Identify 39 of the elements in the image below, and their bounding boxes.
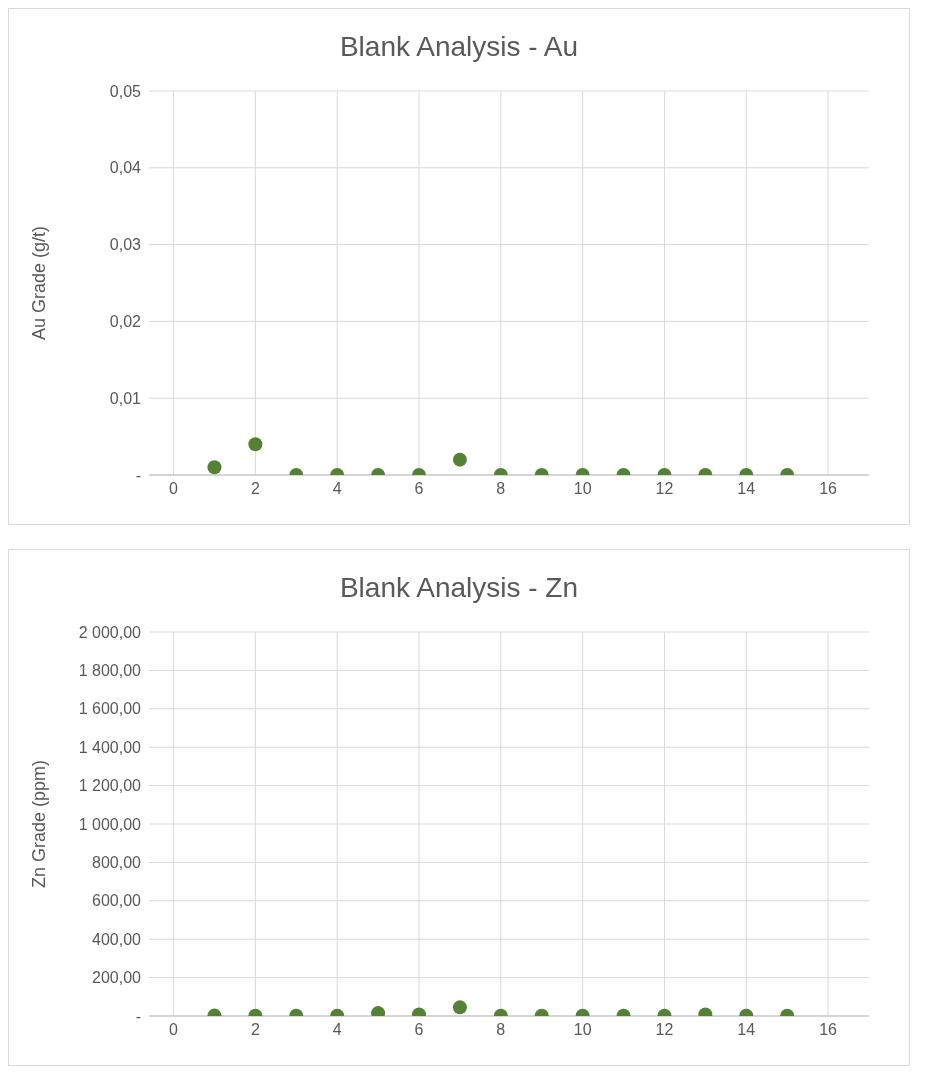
x-tick-label: 8 — [496, 1021, 506, 1039]
x-tick-label: 16 — [819, 480, 838, 498]
y-tick-label: 1 200,00 — [78, 777, 142, 795]
x-tick-label: 0 — [169, 480, 179, 498]
x-tick-label: 14 — [737, 1021, 756, 1039]
y-tick-label: 800,00 — [92, 854, 142, 872]
y-tick-label: 0,01 — [109, 389, 142, 407]
x-tick-label: 14 — [737, 480, 756, 498]
x-tick-label: 12 — [655, 480, 674, 498]
y-tick-label: 400,00 — [92, 930, 142, 948]
y-tick-label: 0,04 — [109, 159, 142, 177]
y-tick-label: 0,03 — [109, 236, 142, 254]
x-tick-label: 0 — [169, 1021, 179, 1039]
y-tick-label: 1 600,00 — [78, 700, 142, 718]
x-tick-label: 6 — [414, 1021, 424, 1039]
x-tick-label: 2 — [250, 1021, 260, 1039]
y-axis-title: Zn Grade (ppm) — [29, 759, 50, 889]
x-tick-label: 4 — [332, 1021, 342, 1039]
y-tick-label: - — [135, 466, 141, 484]
x-tick-label: 12 — [655, 1021, 674, 1039]
x-tick-label: 6 — [414, 480, 424, 498]
y-tick-label: 0,05 — [109, 82, 142, 100]
y-tick-label: 1 400,00 — [78, 738, 142, 756]
y-tick-label: - — [135, 1007, 141, 1025]
y-tick-label: 1 800,00 — [78, 662, 142, 680]
x-tick-label: 2 — [250, 480, 260, 498]
y-tick-label: 600,00 — [92, 892, 142, 910]
y-tick-label: 1 000,00 — [78, 815, 142, 833]
x-tick-label: 16 — [819, 1021, 838, 1039]
y-tick-label: 0,02 — [109, 313, 142, 331]
y-tick-label: 2 000,00 — [78, 623, 142, 641]
x-tick-label: 8 — [496, 480, 506, 498]
y-tick-label: 200,00 — [92, 969, 142, 987]
x-tick-label: 4 — [332, 480, 342, 498]
x-tick-label: 10 — [573, 1021, 592, 1039]
chart-title: Blank Analysis - Au — [338, 30, 580, 64]
x-tick-label: 10 — [573, 480, 592, 498]
chart-title: Blank Analysis - Zn — [338, 571, 580, 605]
y-axis-title: Au Grade (g/t) — [29, 225, 50, 341]
